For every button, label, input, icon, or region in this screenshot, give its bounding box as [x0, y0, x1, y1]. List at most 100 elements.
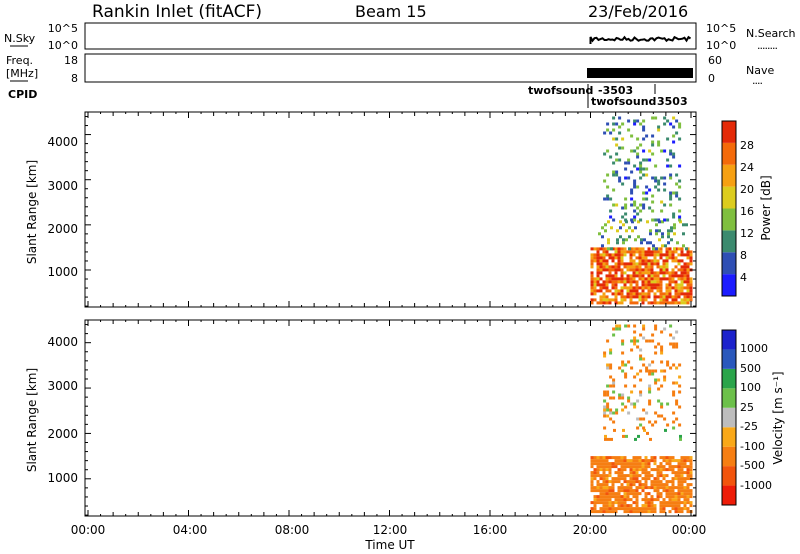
echo-cell: [686, 253, 690, 257]
echo-cell: [663, 378, 667, 382]
echo-cell: [647, 477, 651, 481]
echo-cell: [665, 462, 669, 466]
echo-cell: [599, 298, 603, 302]
echo-cell: [602, 462, 606, 466]
echo-cell: [602, 489, 606, 493]
echo-cell: [596, 456, 600, 460]
echo-cell: [634, 238, 637, 242]
echo-cell: [674, 504, 678, 508]
echo-cell: [605, 253, 609, 257]
echo-cell: [590, 489, 594, 493]
echo-cell: [674, 474, 678, 478]
echo-cell: [618, 116, 622, 120]
echo-cell: [620, 477, 624, 481]
echo-cell: [620, 250, 624, 254]
echo-cell: [686, 268, 690, 272]
echo-cell: [614, 271, 618, 275]
echo-cell: [642, 191, 646, 195]
echo-cell: [689, 471, 693, 475]
echo-cell: [593, 477, 597, 481]
echo-cell: [657, 128, 661, 132]
echo-cell: [632, 477, 636, 481]
echo-cell: [632, 495, 636, 499]
echo-cell: [647, 259, 651, 263]
velocity-cb-tick-neg25: -25: [740, 420, 758, 433]
echo-cell: [611, 480, 615, 484]
echo-cell: [627, 399, 631, 403]
echo-cell: [686, 510, 690, 514]
echo-cell: [632, 471, 636, 475]
echo-cell: [665, 289, 669, 293]
echo-cell: [608, 468, 612, 472]
echo-cell: [666, 363, 670, 367]
echo-cell: [602, 492, 606, 496]
time-axis: 00:00 04:00 08:00 12:00 16:00 20:00 00:0…: [71, 523, 707, 552]
echo-cell: [635, 280, 639, 284]
echo-cell: [626, 507, 630, 511]
echo-cell: [642, 327, 646, 331]
echo-cell: [617, 259, 621, 263]
echo-cell: [655, 223, 658, 227]
echo-cell: [639, 176, 643, 180]
echo-cell: [602, 256, 606, 260]
echo-cell: [619, 220, 622, 224]
echo-cell: [680, 259, 684, 263]
echo-cell: [602, 501, 606, 505]
echo-cell: [629, 250, 633, 254]
cpid-value-1: -3503: [598, 84, 633, 97]
echo-cell: [663, 218, 667, 222]
echo-cell: [677, 274, 681, 278]
echo-cell: [608, 265, 612, 269]
echo-cell: [657, 387, 661, 391]
echo-cell: [636, 372, 640, 376]
echo-cell: [660, 384, 664, 388]
echo-cell: [657, 414, 661, 418]
echo-cell: [686, 250, 690, 254]
echo-cell: [661, 232, 664, 236]
echo-cell: [680, 250, 684, 254]
echo-cell: [603, 426, 607, 430]
echo-cell: [669, 333, 673, 337]
echo-cell: [689, 295, 693, 299]
echo-cell: [671, 259, 675, 263]
echo-cell: [680, 289, 684, 293]
echo-cell: [647, 262, 651, 266]
echo-cell: [599, 465, 603, 469]
echo-cell: [653, 259, 657, 263]
echo-cell: [615, 324, 619, 328]
echo-cell: [671, 495, 675, 499]
echo-cell: [662, 292, 666, 296]
echo-cell: [620, 274, 624, 278]
echo-cell: [668, 504, 672, 508]
echo-cell: [611, 486, 615, 490]
echo-cell: [603, 408, 607, 412]
echo-cell: [602, 477, 606, 481]
echo-cell: [669, 176, 673, 180]
echo-cell: [686, 486, 690, 490]
echo-cell: [686, 271, 690, 275]
echo-cell: [636, 137, 640, 141]
echo-cell: [623, 504, 627, 508]
echo-cell: [608, 498, 612, 502]
echo-cell: [678, 215, 682, 219]
echo-cell: [680, 456, 684, 460]
echo-cell: [599, 510, 603, 514]
echo-cell: [620, 277, 624, 281]
echo-cell: [629, 265, 633, 269]
echo-cell: [614, 462, 618, 466]
echo-cell: [677, 462, 681, 466]
echo-cell: [668, 271, 672, 275]
echo-cell: [614, 301, 618, 305]
echo-cell: [635, 271, 639, 275]
echo-cell: [677, 292, 681, 296]
echo-cell: [686, 477, 690, 481]
echo-cell: [635, 256, 639, 260]
echo-cell: [599, 253, 603, 257]
echo-cell: [632, 483, 636, 487]
echo-cell: [614, 465, 618, 469]
echo-cell: [639, 369, 643, 373]
echo-cell: [644, 253, 648, 257]
echo-cell: [642, 125, 646, 129]
echo-cell: [611, 477, 615, 481]
